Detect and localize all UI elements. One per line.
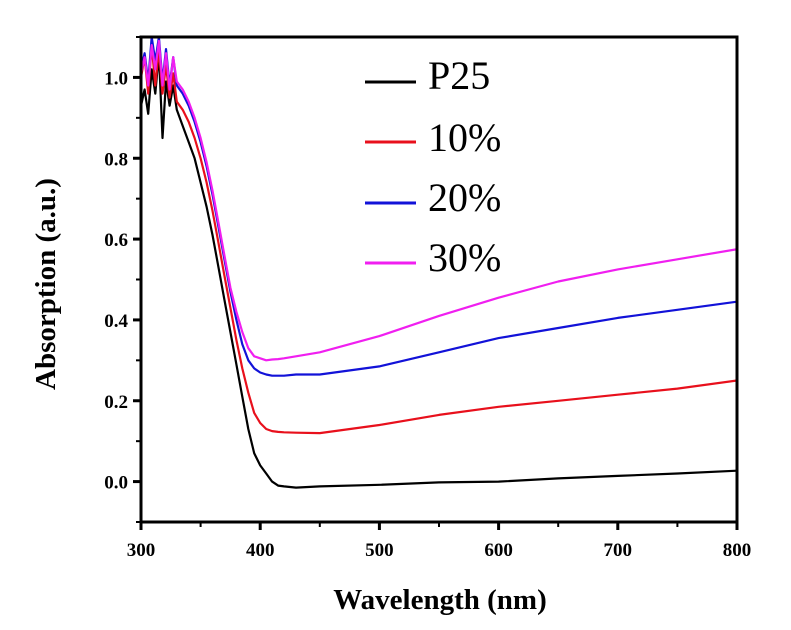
y-tick-label: 0.8 — [104, 149, 128, 170]
series-layer — [141, 37, 737, 489]
legend-label-p25: P25 — [428, 53, 490, 98]
legend: P25 10% 20% 30% — [365, 53, 501, 280]
x-tick-label: 800 — [723, 540, 752, 561]
series-line-30pct — [141, 39, 737, 362]
x-tick-label: 300 — [127, 540, 156, 561]
legend-label-20: 20% — [428, 175, 501, 220]
series-line-10pct — [141, 44, 737, 435]
x-tick-label: 500 — [365, 540, 394, 561]
legend-label-10: 10% — [428, 115, 501, 160]
x-tick-label: 400 — [246, 540, 275, 561]
series-line-p25 — [141, 52, 737, 489]
y-tick-label: 0.6 — [104, 230, 128, 251]
y-tick-label: 0.0 — [104, 473, 128, 494]
x-tick-label: 600 — [484, 540, 513, 561]
y-tick-label: 1.0 — [104, 68, 128, 89]
y-tick-label: 0.4 — [104, 311, 128, 332]
y-tick-label: 0.2 — [104, 392, 128, 413]
ticks-layer — [133, 36, 739, 530]
x-axis-label: Wavelength (nm) — [333, 584, 546, 616]
legend-label-30: 30% — [428, 235, 501, 280]
tick-labels-layer: 300 400 500 600 700 800 0.0 0.2 0.4 0.6 0.8 1.0 — [104, 68, 751, 561]
y-axis-label: Absorption (a.u.) — [30, 178, 62, 390]
x-tick-label: 700 — [604, 540, 633, 561]
